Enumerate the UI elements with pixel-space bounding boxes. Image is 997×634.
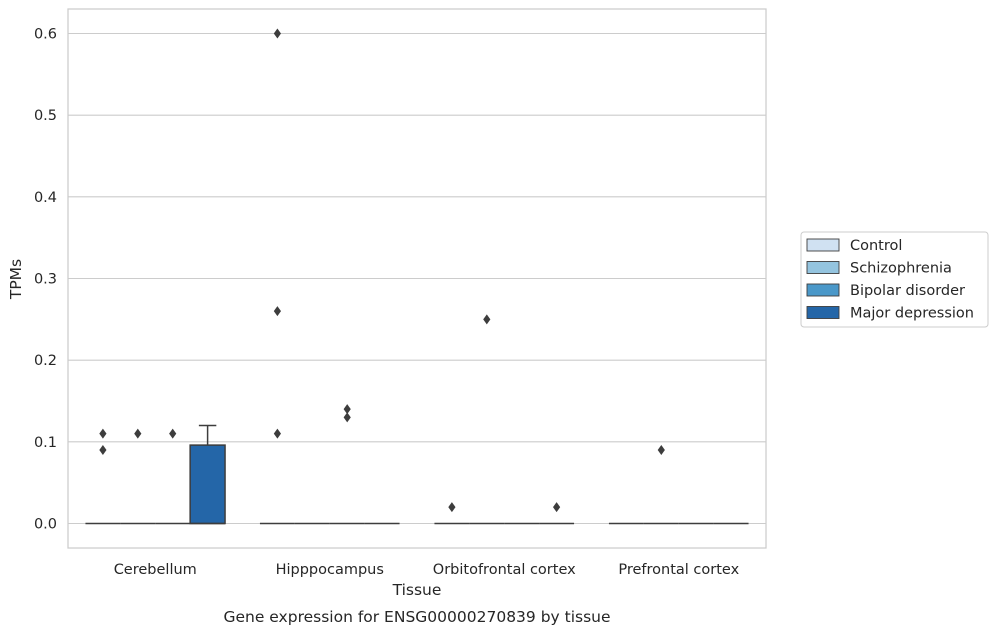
legend-label: Major depression: [850, 306, 974, 322]
outlier-point: [657, 445, 665, 455]
y-gridlines: [68, 32, 766, 525]
y-tick-label: 0.6: [34, 27, 57, 43]
box-group: [120, 428, 156, 525]
y-tick-label: 0.2: [34, 353, 57, 369]
y-axis-label: TPMs: [7, 259, 25, 300]
outlier-point: [169, 428, 177, 439]
y-tick-label: 0.3: [34, 272, 57, 288]
y-tick-label: 0.1: [34, 435, 57, 451]
box-group: [329, 404, 365, 525]
box: [189, 444, 226, 525]
y-tick-label: 0.0: [34, 517, 57, 533]
outlier-point: [273, 28, 281, 39]
outlier-point: [99, 445, 107, 455]
y-tick-label: 0.4: [34, 190, 57, 206]
box-group: [469, 314, 505, 525]
box-plot-series: [85, 28, 749, 525]
x-tick-labels: Cerebellum Hipppocampus Orbitofrontal cort…: [114, 562, 740, 578]
legend-label: Schizophrenia: [850, 261, 952, 277]
box-group: [643, 445, 679, 525]
legend: Control Schizophrenia Bipolar disorder Majo…: [800, 231, 989, 328]
legend-items: Control Schizophrenia Bipolar disorder Majo…: [806, 238, 974, 322]
box-group: [189, 424, 226, 525]
legend-label: Bipolar disorder: [850, 283, 965, 299]
legend-frame: [800, 231, 989, 328]
box-group: [539, 502, 575, 525]
box-group: [434, 502, 470, 525]
outlier-point: [343, 404, 351, 415]
legend-label: Control: [850, 238, 902, 254]
box-group: [155, 428, 191, 525]
box-group: [259, 28, 295, 525]
legend-swatch: [806, 283, 840, 297]
outlier-point: [273, 306, 281, 317]
y-tick-label: 0.5: [34, 108, 57, 124]
outlier-point: [343, 412, 351, 423]
outlier-point: [134, 428, 142, 439]
x-tick-label: Orbitofrontal cortex: [433, 562, 576, 578]
outlier-point: [553, 502, 561, 513]
x-tick-label: Cerebellum: [114, 562, 197, 578]
x-tick-label: Hipppocampus: [276, 562, 384, 578]
x-tick-label: Prefrontal cortex: [618, 562, 739, 578]
plot-frame: [67, 8, 767, 549]
x-axis-label: Tissue: [392, 581, 442, 599]
legend-swatch: [806, 261, 840, 274]
outlier-point: [273, 428, 281, 439]
y-tick-labels: 0.0 0.1 0.2 0.3 0.4 0.5 0.6: [34, 27, 57, 533]
outlier-point: [483, 314, 491, 325]
outlier-point: [448, 502, 456, 513]
box-group: [85, 428, 121, 525]
legend-swatch: [806, 306, 840, 319]
outlier-point: [99, 428, 107, 439]
legend-swatch: [806, 238, 840, 252]
figure-caption: Gene expression for ENSG00000270839 by t…: [223, 608, 610, 626]
